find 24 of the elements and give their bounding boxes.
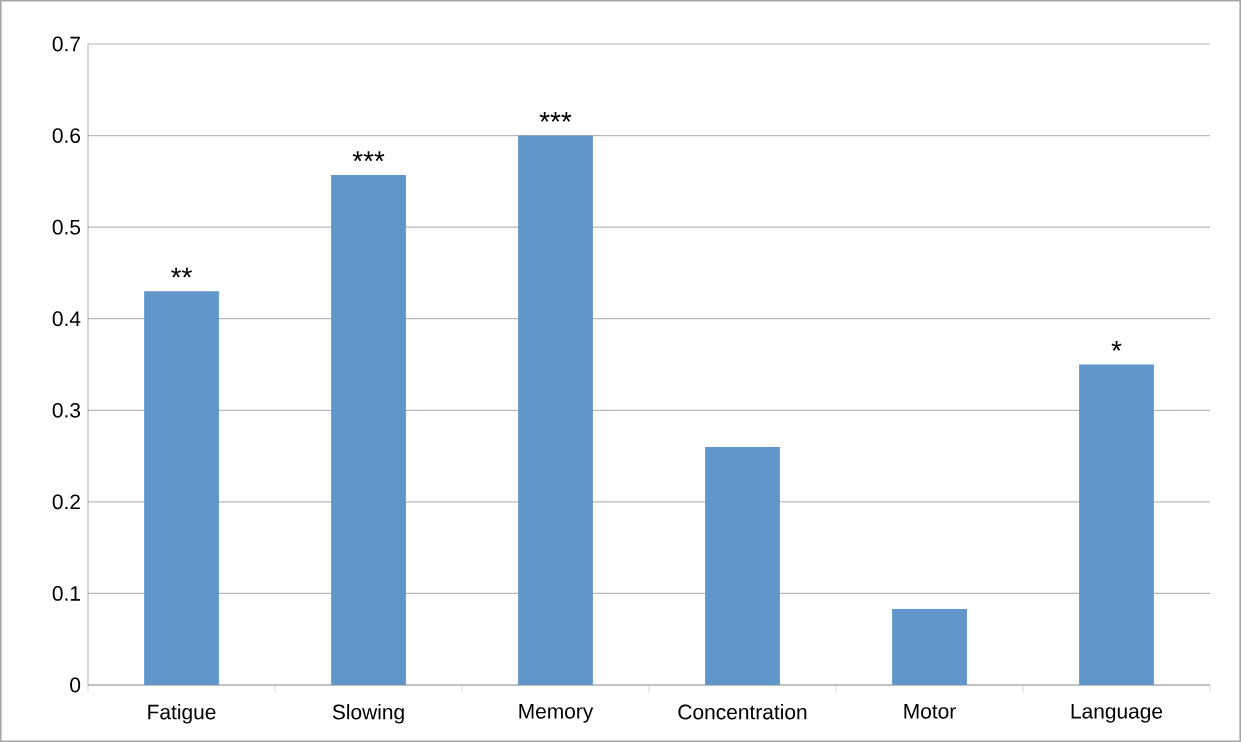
bar [705, 446, 780, 685]
y-tick-label: 0.3 [52, 402, 81, 418]
annotation: *** [539, 111, 572, 122]
bar [144, 291, 219, 685]
bar [892, 609, 967, 685]
annotation: *** [352, 151, 385, 162]
y-tick-label: 0.1 [52, 586, 80, 601]
bar [518, 135, 593, 685]
bar [1079, 364, 1154, 685]
y-tick-label: 0.4 [52, 311, 81, 327]
x-tick-label: Language [1071, 704, 1163, 723]
x-tick-label: Memory [519, 704, 594, 723]
y-tick-label: 0.7 [52, 36, 80, 52]
y-tick-label: 0 [70, 677, 81, 693]
annotation: * [1111, 340, 1122, 351]
bar [331, 174, 406, 685]
x-tick-label: Motor [904, 704, 956, 719]
y-tick-label: 0.6 [52, 128, 81, 143]
y-tick-label: 0.5 [52, 219, 81, 235]
y-tick-label: 0.2 [52, 494, 80, 510]
x-tick-label: Slowing [332, 704, 404, 724]
x-tick-label: Concentration [678, 704, 807, 720]
annotation: ** [171, 267, 192, 278]
x-tick-label: Fatigue [148, 704, 216, 724]
